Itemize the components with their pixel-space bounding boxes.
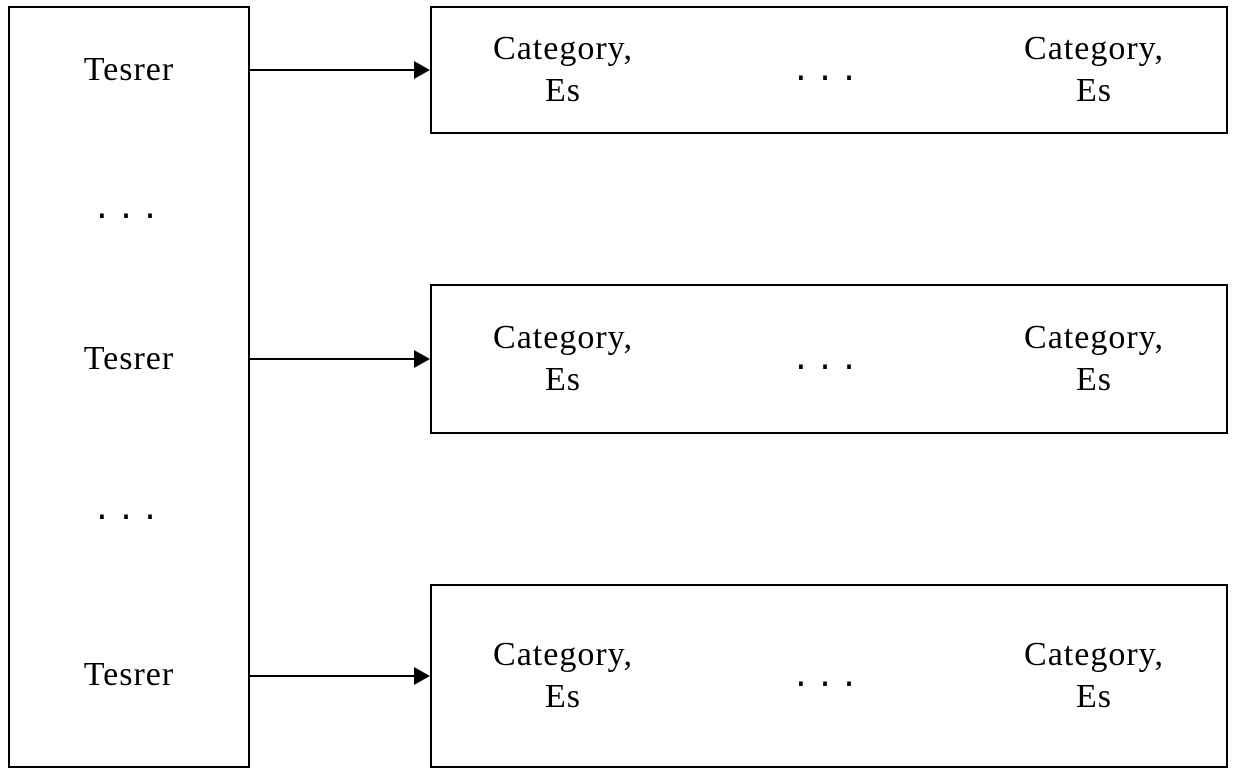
left-cell-label: Tesrer xyxy=(84,338,174,381)
diagram-canvas: Tesrer ... Tesrer ... Tesrer Category, E… xyxy=(0,0,1240,781)
category-cell: Category, Es xyxy=(430,584,696,768)
left-cell-dots: ... xyxy=(8,132,250,286)
category-cell: Category, Es xyxy=(962,584,1228,768)
dots-label: ... xyxy=(792,342,864,377)
arrow-line xyxy=(250,358,414,360)
category-cell: Category, Es xyxy=(430,6,696,134)
left-cell-label: Tesrer xyxy=(84,654,174,697)
category-cell-dots: ... xyxy=(694,6,964,134)
left-cell-dots: ... xyxy=(8,434,250,586)
dots-label: ... xyxy=(93,191,165,226)
arrow-line xyxy=(250,675,414,677)
arrow-head-icon xyxy=(414,61,430,79)
arrow-head-icon xyxy=(414,350,430,368)
dots-label: ... xyxy=(792,659,864,694)
category-cell-label: Category, Es xyxy=(1024,28,1164,113)
dots-label: ... xyxy=(93,492,165,527)
category-cell-label: Category, Es xyxy=(493,28,633,113)
category-cell: Category, Es xyxy=(430,284,696,434)
left-cell-label: Tesrer xyxy=(84,49,174,92)
category-cell-label: Category, Es xyxy=(493,634,633,719)
arrow-line xyxy=(250,69,414,71)
left-cell-tesrer: Tesrer xyxy=(8,284,250,436)
left-cell-tesrer: Tesrer xyxy=(8,6,250,134)
arrow-head-icon xyxy=(414,667,430,685)
category-cell-label: Category, Es xyxy=(1024,634,1164,719)
dots-label: ... xyxy=(792,53,864,88)
category-cell-dots: ... xyxy=(694,284,964,434)
category-cell-dots: ... xyxy=(694,584,964,768)
category-cell: Category, Es xyxy=(962,284,1228,434)
left-cell-tesrer: Tesrer xyxy=(8,584,250,768)
category-cell-label: Category, Es xyxy=(1024,317,1164,402)
category-cell-label: Category, Es xyxy=(493,317,633,402)
category-cell: Category, Es xyxy=(962,6,1228,134)
